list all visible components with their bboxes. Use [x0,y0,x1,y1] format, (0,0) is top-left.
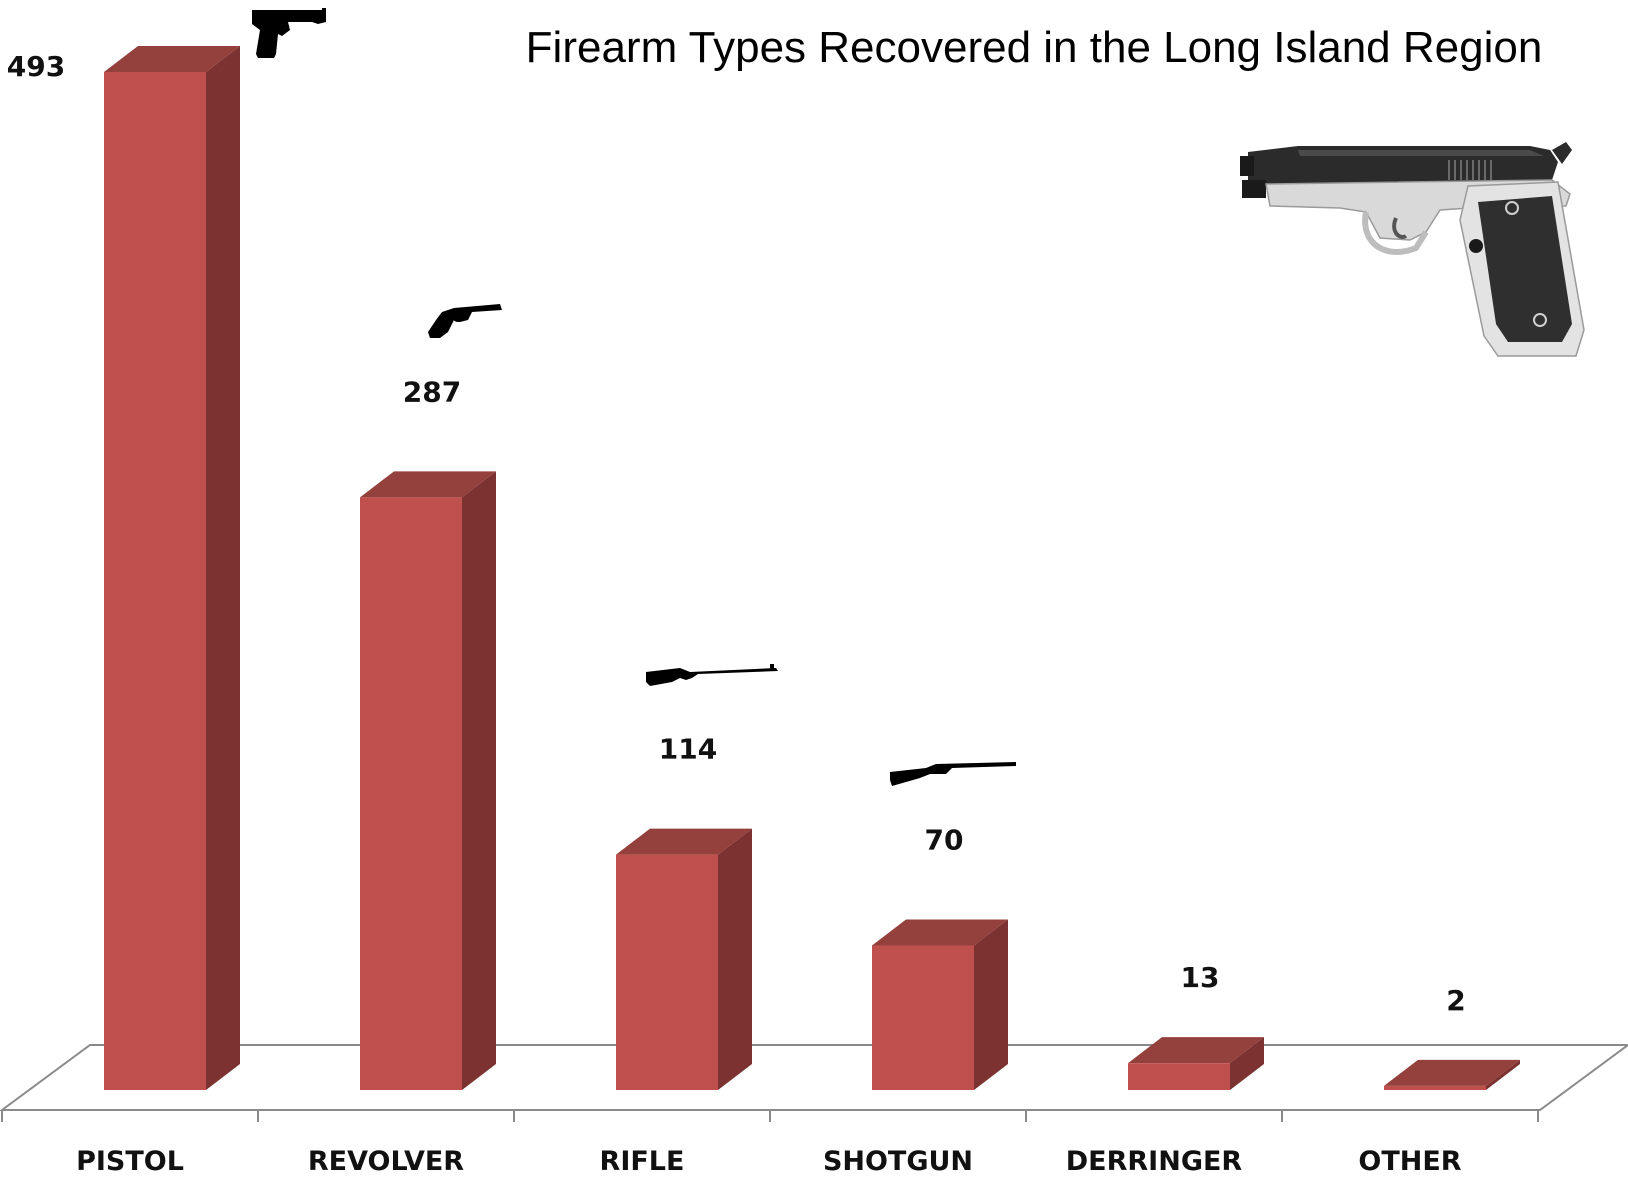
bar-top-face [872,919,1008,946]
bar-side-face [462,471,496,1090]
value-label-rifle: 114 [659,733,717,766]
value-labels: 493 287 114 70 13 2 [7,50,1466,1017]
bar-pistol [104,46,240,1090]
bar-front-face [616,854,718,1090]
value-label-derringer: 13 [1181,961,1220,994]
category-label-shotgun: SHOTGUN [823,1146,973,1177]
bar-derringer [1128,1037,1264,1090]
bars [104,46,1520,1090]
value-label-other: 2 [1446,984,1465,1017]
category-label-other: OTHER [1358,1146,1461,1177]
bar-front-face [360,497,462,1090]
bar-front-face [872,945,974,1090]
bar-top-face [1128,1037,1264,1064]
category-label-pistol: PISTOL [76,1146,184,1177]
bar-top-face [616,828,752,855]
bar-side-face [1486,1059,1520,1090]
bar-front-face [1384,1085,1486,1090]
revolver-icon [428,304,502,338]
category-label-derringer: DERRINGER [1066,1146,1243,1177]
category-label-revolver: REVOLVER [308,1146,464,1177]
value-label-revolver: 287 [403,375,461,408]
bar-shotgun [872,919,1008,1090]
bar-rifle [616,828,752,1090]
bar-front-face [104,72,206,1090]
bar-top-face [104,46,240,72]
category-labels: PISTOL REVOLVER RIFLE SHOTGUN DERRINGER OTHER [76,1146,1462,1177]
bar-side-face [206,46,240,1090]
bar-side-face [974,919,1008,1090]
pistol-icon [252,8,326,58]
bar-other [1384,1059,1520,1090]
bar-top-face [1384,1059,1520,1086]
shotgun-icon [890,762,1016,786]
bar-top-face [360,471,496,498]
rifle-icon [646,664,778,686]
value-label-pistol: 493 [7,50,65,83]
bar-revolver [360,471,496,1090]
bar-front-face [1128,1063,1230,1090]
semi-automatic-pistol-illustration [1240,142,1585,357]
chart-title: Firearm Types Recovered in the Long Isla… [526,23,1543,72]
category-label-rifle: RIFLE [600,1146,685,1177]
bar-side-face [718,828,752,1090]
bar-side-face [1230,1037,1264,1090]
chart-floor [0,1044,1628,1122]
value-label-shotgun: 70 [925,823,964,856]
